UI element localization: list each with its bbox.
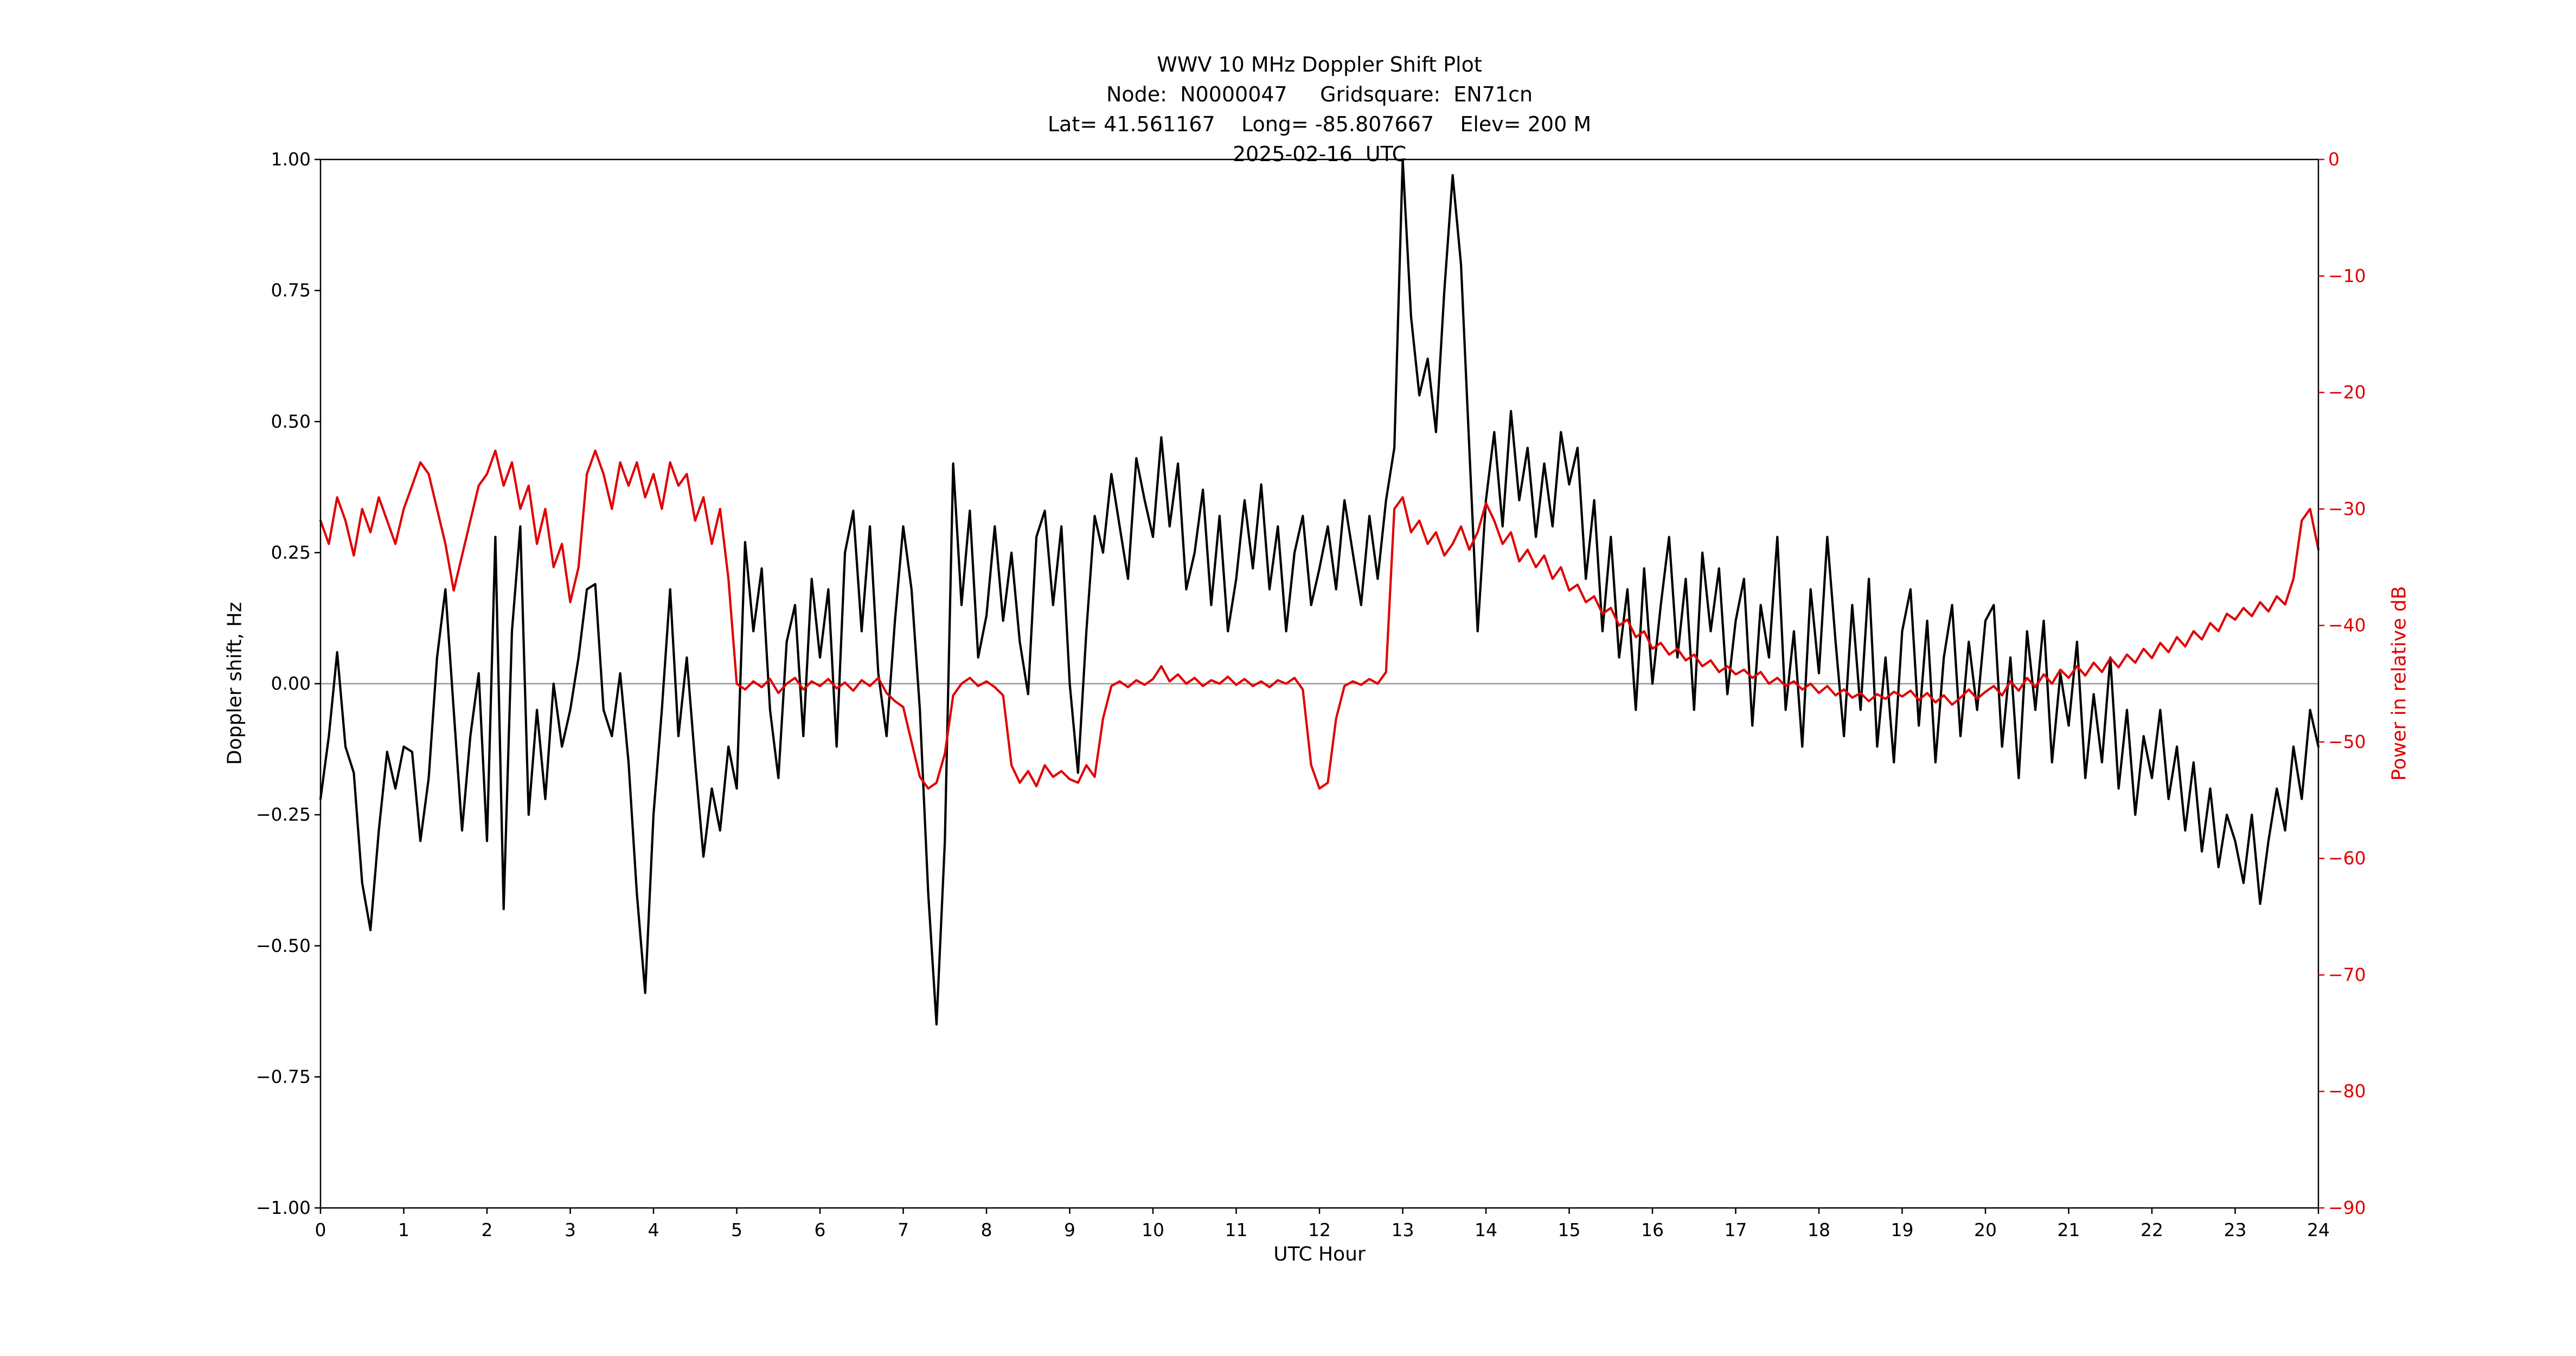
- left-y-tick-label: 0.50: [271, 411, 311, 432]
- x-tick-label: 15: [1558, 1219, 1581, 1240]
- doppler-series-line: [319, 158, 2320, 1026]
- left-y-tick-label: 1.00: [271, 149, 311, 170]
- x-tick-label: 4: [648, 1219, 659, 1240]
- right-y-tick-label: −70: [2328, 964, 2366, 985]
- x-tick-label: 19: [1891, 1219, 1914, 1240]
- left-y-tick-label: −1.00: [256, 1197, 311, 1218]
- x-tick-label: 16: [1641, 1219, 1664, 1240]
- right-y-tick-label: −60: [2328, 848, 2366, 869]
- x-tick-label: 8: [981, 1219, 992, 1240]
- right-y-tick-label: −50: [2328, 731, 2366, 752]
- left-y-tick-label: −0.25: [256, 804, 311, 825]
- x-axis-label: UTC Hour: [1273, 1243, 1366, 1265]
- x-tick-label: 23: [2224, 1219, 2247, 1240]
- right-y-tick-label: −20: [2328, 382, 2366, 403]
- right-y-tick-label: −30: [2328, 498, 2366, 519]
- x-tick-label: 13: [1392, 1219, 1414, 1240]
- x-tick-label: 6: [815, 1219, 826, 1240]
- x-tick-label: 11: [1225, 1219, 1248, 1240]
- x-tick-label: 7: [898, 1219, 909, 1240]
- right-y-tick-label: −90: [2328, 1197, 2366, 1218]
- left-y-tick-label: −0.75: [256, 1066, 311, 1087]
- chart-subtitle-location: Lat= 41.561167 Long= -85.807667 Elev= 20…: [1047, 112, 1592, 136]
- left-y-tick-label: 0.00: [271, 673, 311, 694]
- x-tick-label: 1: [398, 1219, 409, 1240]
- x-tick-label: 24: [2307, 1219, 2330, 1240]
- x-tick-label: 14: [1475, 1219, 1497, 1240]
- chart-title-block: WWV 10 MHz Doppler Shift Plot Node: N000…: [321, 50, 2318, 169]
- right-y-tick-label: −80: [2328, 1080, 2366, 1102]
- left-y-tick-label: 0.25: [271, 542, 311, 563]
- right-y-tick-label: 0: [2328, 149, 2340, 170]
- right-y-tick-label: −10: [2328, 265, 2366, 286]
- x-tick-label: 21: [2058, 1219, 2080, 1240]
- left-y-tick-label: 0.75: [271, 280, 311, 301]
- x-tick-label: 22: [2141, 1219, 2163, 1240]
- x-tick-label: 5: [731, 1219, 742, 1240]
- x-tick-label: 18: [1808, 1219, 1830, 1240]
- x-tick-label: 0: [315, 1219, 326, 1240]
- x-tick-label: 2: [482, 1219, 493, 1240]
- right-y-tick-label: −40: [2328, 615, 2366, 636]
- chart-title: WWV 10 MHz Doppler Shift Plot: [1157, 53, 1482, 76]
- x-tick-label: 9: [1064, 1219, 1075, 1240]
- x-tick-label: 3: [565, 1219, 576, 1240]
- x-tick-label: 12: [1308, 1219, 1331, 1240]
- chart-subtitle-date: 2025-02-16 UTC: [1232, 142, 1407, 166]
- x-tick-label: 17: [1725, 1219, 1747, 1240]
- power-series-line: [319, 449, 2320, 790]
- left-y-tick-label: −0.50: [256, 935, 311, 956]
- x-tick-label: 10: [1142, 1219, 1164, 1240]
- x-tick-label: 20: [1974, 1219, 1997, 1240]
- chart-subtitle-node: Node: N0000047 Gridsquare: EN71cn: [1106, 82, 1533, 106]
